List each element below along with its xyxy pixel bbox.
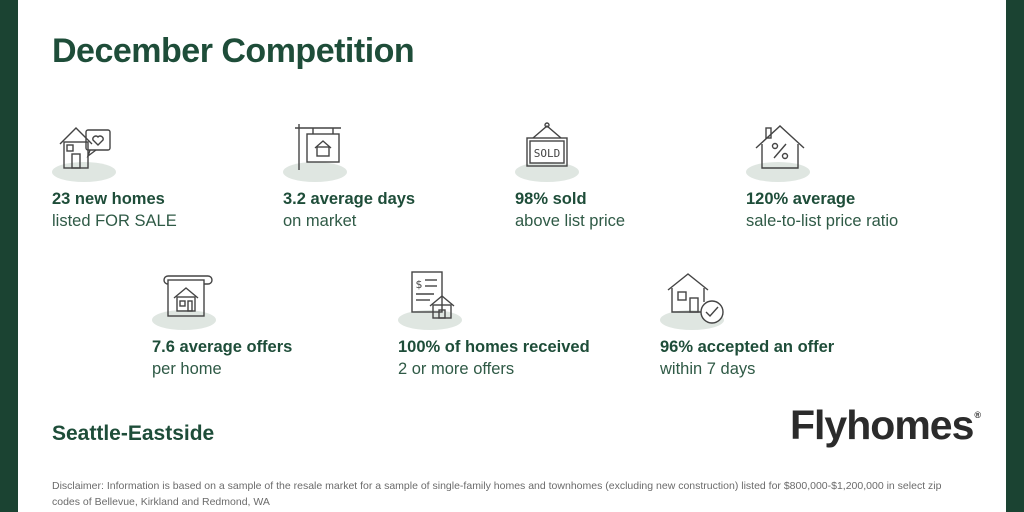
svg-text:$: $ — [416, 278, 423, 291]
stat-detail: sale-to-list price ratio — [746, 212, 899, 230]
stat-detail: on market — [283, 212, 357, 230]
svg-text:SOLD: SOLD — [534, 147, 561, 160]
disclaimer-text: Disclaimer: Information is based on a sa… — [52, 480, 942, 508]
right-border — [1006, 0, 1024, 512]
stat-detail: 2 or more offers — [398, 360, 515, 378]
stat-detail: listed FOR SALE — [52, 212, 177, 230]
offer-document-icon: $ — [411, 271, 455, 319]
stat-detail: within 7 days — [660, 360, 756, 378]
house-check-icon — [667, 273, 724, 324]
stat-sold-above-list: SOLD 98% sold above list price — [515, 120, 625, 231]
stat-multiple-offers: $ 100% of homes received 2 or more offer… — [398, 268, 590, 379]
registered-mark: ® — [974, 410, 981, 420]
stat-headline: 98% sold — [515, 190, 587, 208]
stat-headline: 23 new homes — [52, 190, 165, 208]
stat-days-on-market: 3.2 average days on market — [283, 120, 415, 231]
region-label: Seattle-Eastside — [52, 422, 215, 445]
page-title: December Competition — [52, 32, 415, 70]
stat-detail: above list price — [515, 212, 626, 230]
stat-headline: 96% accepted an offer — [660, 338, 835, 356]
stat-headline: 100% of homes received — [398, 338, 590, 356]
flyhomes-logo: Flyhomes® — [790, 402, 981, 449]
stat-new-homes: 23 new homes listed FOR SALE — [52, 120, 177, 231]
sale-sign-icon — [295, 124, 341, 170]
stat-headline: 3.2 average days — [283, 190, 416, 208]
stat-headline: 7.6 average offers — [152, 338, 293, 356]
stat-average-offers: 7.6 average offers per home — [152, 268, 292, 379]
house-percent-icon — [755, 125, 805, 169]
stat-accepted-offer: 96% accepted an offer within 7 days — [660, 268, 834, 379]
logo-text: Flyhomes — [790, 402, 974, 448]
house-scroll-icon — [163, 275, 213, 317]
sold-sign-icon: SOLD — [526, 122, 568, 167]
house-heart-icon — [59, 127, 111, 169]
stat-detail: per home — [152, 360, 222, 378]
stat-headline: 120% average — [746, 190, 856, 208]
stat-sale-to-list-ratio: 120% average sale-to-list price ratio — [746, 120, 898, 231]
left-border — [0, 0, 18, 512]
